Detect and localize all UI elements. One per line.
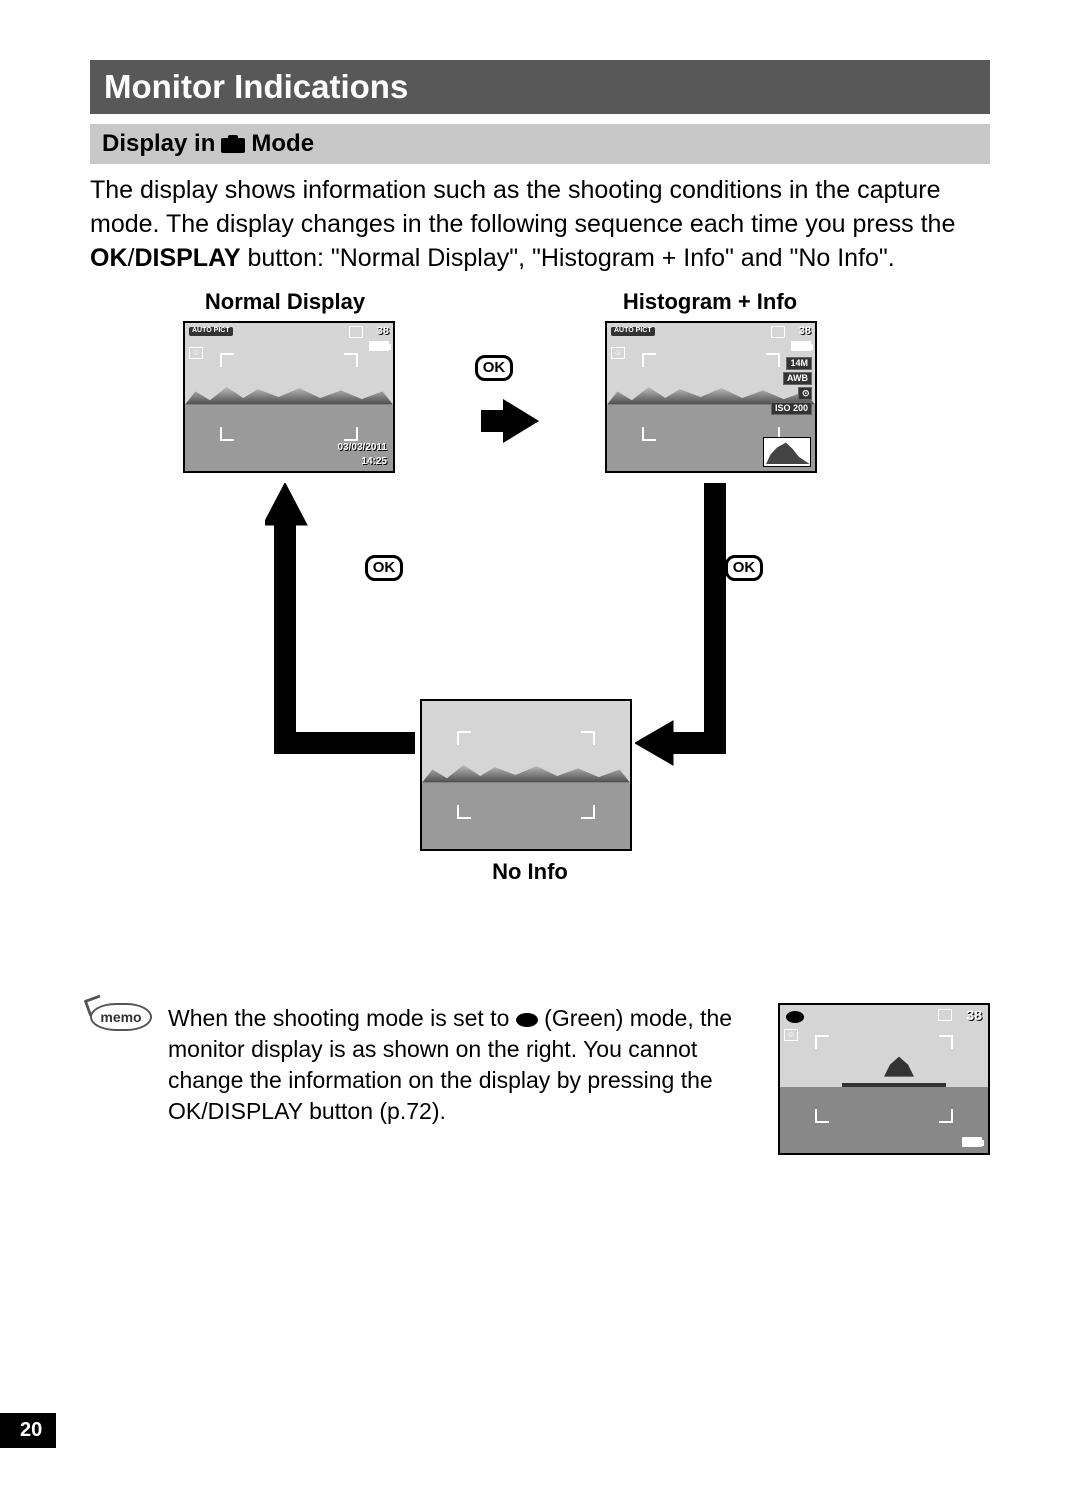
display-label: DISPLAY (134, 244, 240, 272)
intro-text-a: The display shows information such as th… (90, 176, 955, 238)
no-info-screen (420, 699, 632, 851)
shots-remaining: 38 (799, 325, 811, 337)
display-cycle-diagram: Normal Display Histogram + Info AUTO PIC… (165, 293, 915, 973)
shots-remaining: 38 (377, 325, 389, 337)
face-icon: ☺ (611, 347, 625, 359)
green-mode-icon (516, 1013, 538, 1027)
iso-text: ISO 200 (771, 402, 812, 415)
normal-display-label: Normal Display (155, 289, 415, 315)
awb-text: AWB (783, 372, 812, 385)
camera-icon (221, 135, 245, 153)
shots-remaining: 38 (966, 1007, 982, 1023)
arrow-up-icon (265, 483, 425, 789)
time-text: 14:25 (361, 456, 387, 467)
pier-graphic (842, 1057, 946, 1087)
subtitle-suffix: Mode (251, 130, 314, 158)
memo-text-b: button (p.72). (309, 1098, 446, 1124)
date-text: 03/03/2011 (338, 442, 388, 453)
histogram-info-label: Histogram + Info (580, 289, 840, 315)
face-icon: ☺ (189, 347, 203, 359)
section-title: Monitor Indications (90, 60, 990, 114)
arrow-down-icon (635, 483, 785, 789)
histogram-info-screen: AUTO PICT ☺ 38 14M AWB ⊙ ISO 200 (605, 321, 817, 473)
card-icon (349, 326, 363, 338)
memo-label: memo (90, 1003, 152, 1031)
intro-text-b: button: "Normal Display", "Histogram + I… (247, 244, 894, 272)
subtitle-prefix: Display in (102, 130, 215, 158)
page-number: 20 (0, 1413, 56, 1448)
info-stack: 14M AWB ⊙ ISO 200 (771, 357, 812, 415)
memo-text: When the shooting mode is set to (Green)… (168, 1003, 762, 1127)
resolution-text: 14M (786, 357, 812, 370)
battery-icon (791, 341, 811, 351)
memo-badge: memo (90, 1003, 152, 1031)
normal-display-screen: AUTO PICT ☺ 38 03/03/2011 14:25 (183, 321, 395, 473)
auto-pict-badge: AUTO PICT (189, 327, 233, 335)
battery-icon (962, 1137, 982, 1147)
subsection-title: Display in Mode (90, 124, 990, 164)
display-label: DISPLAY (208, 1098, 303, 1124)
no-info-label: No Info (400, 859, 660, 885)
green-mode-screen: ☺ 38 (778, 1003, 990, 1155)
card-icon (938, 1009, 952, 1021)
ok-label: OK (90, 244, 128, 272)
intro-paragraph: The display shows information such as th… (90, 174, 990, 275)
memo-text-a: When the shooting mode is set to (168, 1005, 516, 1031)
ok-button-icon: OK (475, 355, 513, 381)
metering-icon: ⊙ (798, 387, 812, 400)
battery-icon (369, 341, 389, 351)
face-icon: ☺ (784, 1029, 798, 1041)
histogram-graph (763, 437, 811, 467)
card-icon (771, 326, 785, 338)
ok-label: OK (168, 1098, 201, 1124)
memo-section: memo When the shooting mode is set to (G… (90, 1003, 990, 1155)
auto-pict-badge: AUTO PICT (611, 327, 655, 335)
arrow-right-icon (503, 399, 539, 443)
